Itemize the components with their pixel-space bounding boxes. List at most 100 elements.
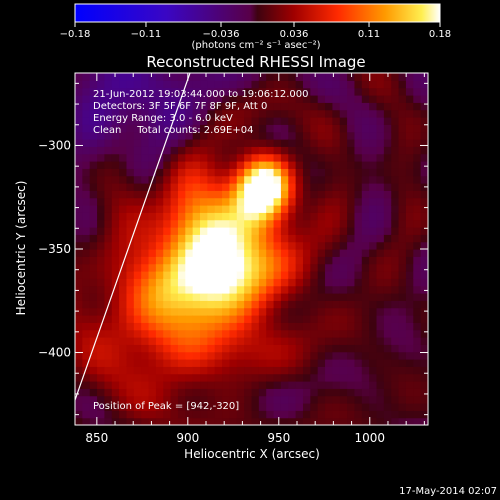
heatmap-cell <box>332 183 341 191</box>
heatmap-cell <box>302 256 311 265</box>
heatmap-cell <box>75 285 83 294</box>
heatmap-cell <box>347 388 356 397</box>
heatmap-cell <box>148 381 157 389</box>
heatmap-cell <box>222 315 231 323</box>
heatmap-cell <box>413 124 422 133</box>
heatmap-cell <box>258 102 267 111</box>
heatmap-cell <box>170 417 179 425</box>
heatmap-cell <box>111 124 120 133</box>
heatmap-cell <box>325 146 333 155</box>
heatmap-cell <box>133 359 142 367</box>
heatmap-cell <box>273 315 282 323</box>
heatmap-cell <box>339 168 348 177</box>
heatmap-cell <box>383 351 392 360</box>
heatmap-cell <box>317 344 326 353</box>
heatmap-cell <box>339 403 348 411</box>
heatmap-cell <box>369 307 378 316</box>
heatmap-cell <box>413 117 422 125</box>
heatmap-cell <box>200 359 208 367</box>
heatmap-cell <box>413 351 422 360</box>
heatmap-cell <box>214 131 223 140</box>
heatmap-cell <box>119 410 128 419</box>
heatmap-cell <box>236 190 245 199</box>
heatmap-cell <box>398 337 407 345</box>
heatmap-cell <box>222 322 231 331</box>
heatmap-cell <box>251 212 260 221</box>
heatmap-cell <box>229 417 238 425</box>
heatmap-cell <box>75 175 83 184</box>
heatmap-cell <box>258 205 267 213</box>
heatmap-cell <box>141 307 150 316</box>
heatmap-cell <box>104 410 113 419</box>
heatmap-cell <box>280 373 289 382</box>
heatmap-cell <box>383 329 392 338</box>
heatmap-cell <box>89 124 98 133</box>
heatmap-cell <box>97 80 106 89</box>
heatmap-cell <box>200 73 208 81</box>
heatmap-cell <box>177 212 186 221</box>
heatmap-cell <box>354 337 363 345</box>
heatmap-cell <box>177 241 186 250</box>
heatmap-cell <box>82 351 91 360</box>
heatmap-cell <box>133 344 142 353</box>
heatmap-cell <box>133 124 142 133</box>
heatmap-cell <box>339 234 348 243</box>
heatmap-cell <box>229 124 238 133</box>
heatmap-cell <box>339 249 348 257</box>
heatmap-cell <box>339 359 348 367</box>
heatmap-cell <box>185 168 194 177</box>
heatmap-cell <box>251 337 260 345</box>
heatmap-cell <box>97 263 106 272</box>
heatmap-cell <box>104 205 113 213</box>
heatmap-cell <box>119 190 128 199</box>
heatmap-cell <box>295 278 304 287</box>
heatmap-cell <box>192 359 201 367</box>
heatmap-cell <box>200 300 208 309</box>
heatmap-cell <box>258 212 267 221</box>
heatmap-cell <box>236 73 245 81</box>
heatmap-cell <box>280 403 289 411</box>
heatmap-cell <box>75 278 83 287</box>
heatmap-cell <box>126 109 135 118</box>
heatmap-cell <box>369 410 378 419</box>
heatmap-cell <box>229 109 238 118</box>
heatmap-cell <box>207 139 216 147</box>
heatmap-cell <box>332 190 341 199</box>
heatmap-cell <box>170 359 179 367</box>
heatmap-cell <box>280 337 289 345</box>
heatmap-cell <box>391 95 400 103</box>
heatmap-cell <box>251 256 260 265</box>
heatmap-cell <box>126 307 135 316</box>
heatmap-cell <box>75 381 83 389</box>
heatmap-cell <box>133 87 142 96</box>
heatmap-cell <box>310 175 319 184</box>
heatmap-cell <box>325 219 333 228</box>
heatmap-cell <box>214 168 223 177</box>
heatmap-cell <box>163 417 172 425</box>
heatmap-cell <box>391 249 400 257</box>
heatmap-cell <box>104 293 113 301</box>
heatmap-cell <box>82 293 91 301</box>
heatmap-cell <box>280 263 289 272</box>
heatmap-cell <box>97 271 106 279</box>
heatmap-cell <box>317 190 326 199</box>
heatmap-cell <box>82 263 91 272</box>
heatmap-cell <box>192 131 201 140</box>
heatmap-cell <box>405 102 414 111</box>
heatmap-cell <box>280 307 289 316</box>
heatmap-cell <box>133 212 142 221</box>
heatmap-cell <box>185 263 194 272</box>
heatmap-cell <box>347 190 356 199</box>
heatmap-cell <box>244 373 253 382</box>
heatmap-cell <box>295 146 304 155</box>
heatmap-cell <box>420 168 428 177</box>
heatmap-cell <box>229 183 238 191</box>
heatmap-cell <box>251 315 260 323</box>
heatmap-cell <box>302 344 311 353</box>
heatmap-cell <box>369 249 378 257</box>
heatmap-cell <box>420 139 428 147</box>
heatmap-cell <box>420 293 428 301</box>
heatmap-cell <box>207 175 216 184</box>
heatmap-cell <box>177 80 186 89</box>
heatmap-cell <box>339 410 348 419</box>
